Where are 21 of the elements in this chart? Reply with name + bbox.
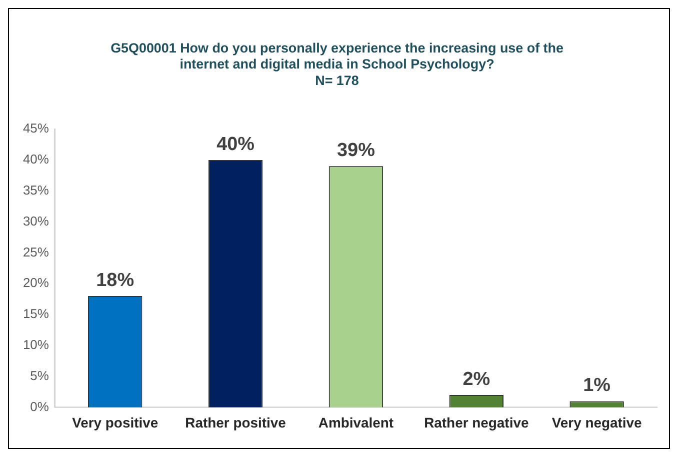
y-tick-label: 15%: [22, 306, 50, 322]
y-tick-label: 35%: [22, 182, 50, 198]
y-tick-label: 40%: [22, 152, 50, 167]
x-tick-label: Rather negative: [424, 414, 529, 431]
x-tick-label: Ambivalent: [318, 414, 394, 431]
data-label: 2%: [462, 368, 490, 390]
y-tick-label: 5%: [30, 368, 50, 384]
data-label: 18%: [96, 270, 134, 291]
x-tick-label: Rather positive: [185, 414, 286, 431]
data-label: 39%: [337, 140, 376, 161]
y-tick-label: 30%: [22, 213, 50, 228]
y-tick-label: 25%: [22, 244, 50, 260]
data-label: 40%: [216, 134, 255, 155]
y-tick-label: 20%: [22, 275, 50, 290]
x-tick-label: Very negative: [552, 414, 642, 431]
y-tick-label: 45%: [22, 120, 50, 136]
y-tick-label: 10%: [22, 337, 50, 352]
x-tick-label: Very positive: [72, 414, 158, 431]
y-tick-label: 0%: [30, 398, 50, 414]
chart-title: G5Q00001 How do you personally experience the increasing use of the internet and digital media in School Psychology? N= 178: [110, 40, 564, 88]
data-label: 1%: [583, 374, 611, 396]
